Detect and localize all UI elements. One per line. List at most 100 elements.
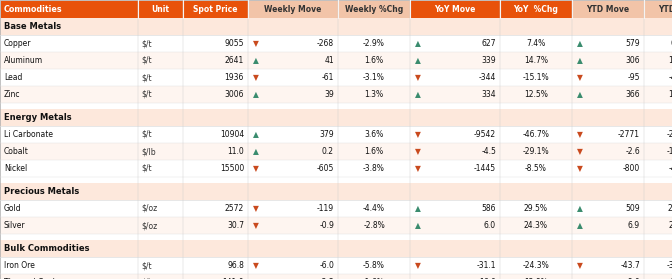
Text: $/t: $/t [141,278,152,279]
Text: 0.2: 0.2 [322,147,334,156]
Text: Li Carbonate: Li Carbonate [4,130,53,139]
Text: ▼: ▼ [253,73,259,82]
Text: 579: 579 [626,39,640,48]
Text: Copper: Copper [4,39,32,48]
Text: -61: -61 [322,73,334,82]
Text: ▲: ▲ [253,56,259,65]
Text: ▼: ▼ [415,147,421,156]
Text: 12.5%: 12.5% [524,90,548,99]
Text: ▲: ▲ [415,90,421,99]
Bar [0,35,672,52]
Text: Silver: Silver [4,221,26,230]
Text: ▼: ▼ [253,204,259,213]
Text: 16.0: 16.0 [479,278,496,279]
Text: ▲: ▲ [577,204,583,213]
Text: Bulk Commodities: Bulk Commodities [4,244,89,253]
Text: -344: -344 [478,73,496,82]
Text: YTD %Chg: YTD %Chg [658,4,672,13]
Text: -31.1%: -31.1% [667,261,672,270]
Text: Thermal Coal: Thermal Coal [4,278,55,279]
Text: -1445: -1445 [474,164,496,173]
Text: 3.6%: 3.6% [364,130,384,139]
Text: -4.4%: -4.4% [363,204,385,213]
Text: 1.6%: 1.6% [364,147,384,156]
Text: -2.9%: -2.9% [363,39,385,48]
Text: ▼: ▼ [577,147,583,156]
Text: Iron Ore: Iron Ore [4,261,35,270]
Text: 6.0: 6.0 [484,221,496,230]
Text: 509: 509 [626,204,640,213]
Bar [410,0,500,18]
Text: -5.4%: -5.4% [669,278,672,279]
Text: Nickel: Nickel [4,164,28,173]
Text: $/t: $/t [141,90,152,99]
Bar [500,0,572,18]
Bar [0,200,672,217]
Text: 10904: 10904 [220,130,244,139]
Text: -3.8%: -3.8% [363,164,385,173]
Text: 366: 366 [626,90,640,99]
Text: Weekly Move: Weekly Move [264,4,322,13]
Text: -43.7: -43.7 [620,261,640,270]
Bar [0,177,672,183]
Text: ▼: ▼ [253,278,259,279]
Text: ▼: ▼ [415,73,421,82]
Text: 13.1%: 13.1% [668,56,672,65]
Text: ▼: ▼ [415,130,421,139]
Text: ▲: ▲ [253,130,259,139]
Text: -1.6%: -1.6% [363,278,385,279]
Text: -95: -95 [628,73,640,82]
Text: $/oz: $/oz [141,204,157,213]
Text: -2.6: -2.6 [625,147,640,156]
Text: -800: -800 [623,164,640,173]
Text: -6.0: -6.0 [319,261,334,270]
Text: -15.1%: -15.1% [523,73,549,82]
Bar [0,160,672,177]
Text: ▲: ▲ [577,56,583,65]
Text: 28.9%: 28.9% [668,221,672,230]
Text: 41: 41 [325,56,334,65]
Text: Unit: Unit [151,4,169,13]
Text: ▼: ▼ [577,164,583,173]
Text: ▲: ▲ [415,221,421,230]
Text: 339: 339 [481,56,496,65]
Text: -19.4%: -19.4% [667,147,672,156]
Text: Gold: Gold [4,204,22,213]
Text: -9542: -9542 [474,130,496,139]
Bar [644,0,672,18]
Text: ▲: ▲ [415,278,421,279]
Text: -119: -119 [317,204,334,213]
Text: -4.7%: -4.7% [669,73,672,82]
Text: Spot Price: Spot Price [194,4,238,13]
Text: $/t: $/t [141,73,152,82]
Text: 627: 627 [482,39,496,48]
Text: ▲: ▲ [577,39,583,48]
Text: 306: 306 [626,56,640,65]
Bar [0,86,672,103]
Text: 39: 39 [325,90,334,99]
Bar [0,143,672,160]
Bar [0,183,672,200]
Text: YoY Move: YoY Move [434,4,476,13]
Bar [138,0,183,18]
Text: ▼: ▼ [253,221,259,230]
Text: Base Metals: Base Metals [4,22,61,31]
Text: -3.1%: -3.1% [363,73,385,82]
Text: $/lb: $/lb [141,147,156,156]
Text: -2771: -2771 [618,130,640,139]
Text: 6.9: 6.9 [628,221,640,230]
Text: $/t: $/t [141,56,152,65]
Text: -0.9: -0.9 [319,221,334,230]
Text: 11.0: 11.0 [227,147,244,156]
Text: -31.1: -31.1 [476,261,496,270]
Bar [0,0,138,18]
Bar [183,0,248,18]
Text: -46.7%: -46.7% [523,130,550,139]
Text: 12.8%: 12.8% [524,278,548,279]
Text: -29.1%: -29.1% [523,147,549,156]
Text: 6.8%: 6.8% [671,39,672,48]
Bar [0,234,672,240]
Text: Commodities: Commodities [4,4,62,13]
Text: ▲: ▲ [415,56,421,65]
Text: -8.5%: -8.5% [525,164,547,173]
